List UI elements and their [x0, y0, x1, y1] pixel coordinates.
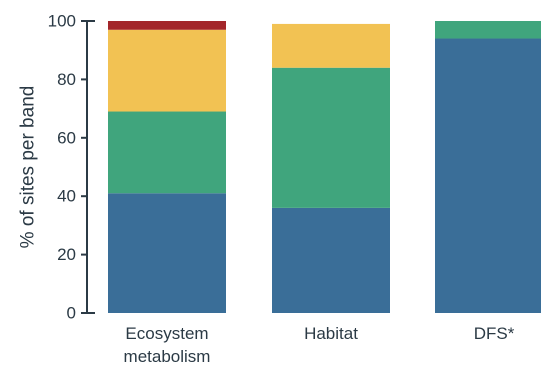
y-tick-label-2: 40: [57, 187, 76, 206]
category-label-line: Ecosystem: [125, 324, 208, 343]
y-axis: 0 20 40 60 80 100: [48, 12, 95, 323]
bar-segment-0-2: [108, 29, 226, 112]
category-label-line: DFS*: [474, 324, 515, 343]
y-axis-title: % of sites per band: [18, 86, 39, 249]
bar-segment-0-3: [108, 21, 226, 30]
bar-segment-2-1: [435, 21, 541, 39]
bars-group: [108, 21, 541, 314]
bar-segment-2-0: [435, 38, 541, 314]
category-label-0: Ecosystem metabolism: [124, 324, 211, 366]
y-axis-line: [86, 20, 95, 314]
y-tick-label-3: 60: [57, 128, 76, 147]
y-tick-label-0: 0: [67, 304, 76, 323]
y-tick-label-4: 80: [57, 70, 76, 89]
y-tick-label-5: 100: [48, 12, 76, 31]
bar-segment-0-0: [108, 193, 226, 313]
category-label-line: metabolism: [124, 347, 211, 366]
x-axis-labels: Ecosystem metabolism Habitat DFS*: [124, 324, 515, 366]
category-label-2: DFS*: [474, 324, 515, 343]
bar-segment-0-1: [108, 111, 226, 194]
category-label-1: Habitat: [304, 324, 358, 343]
y-tick-label-1: 20: [57, 245, 76, 264]
bar-segment-1-1: [272, 67, 390, 208]
category-label-line: Habitat: [304, 324, 358, 343]
bar-segment-1-0: [272, 207, 390, 313]
bar-segment-1-2: [272, 23, 390, 68]
